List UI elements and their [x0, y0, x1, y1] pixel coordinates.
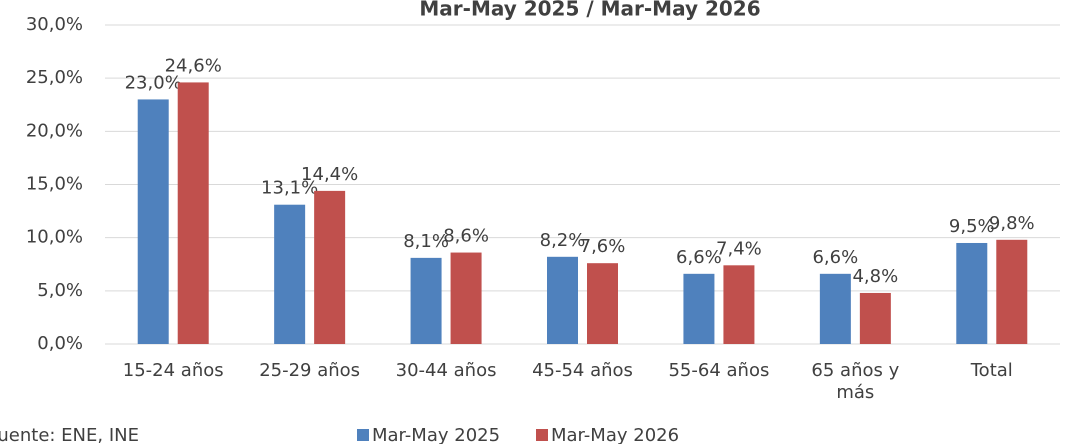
y-tick-label: 30,0%: [26, 14, 83, 35]
data-label: 9,5%: [949, 216, 995, 237]
bar: [137, 99, 169, 344]
data-label: 13,1%: [261, 178, 318, 199]
data-label: 23,0%: [125, 72, 182, 93]
source: Fuente: ENE, INE: [0, 425, 139, 444]
data-label: 14,4%: [301, 164, 358, 185]
data-label: 24,6%: [165, 55, 222, 76]
bar: [274, 204, 306, 344]
bar: [410, 257, 442, 344]
data-label: 6,6%: [812, 247, 858, 268]
bar: [547, 256, 578, 344]
data-label: 4,8%: [852, 266, 898, 287]
x-tick-label: 25-29 años: [259, 360, 361, 381]
data-label: 9,8%: [989, 213, 1035, 234]
chart-title: Mar-May 2025 / Mar-May 2026: [419, 0, 760, 21]
data-label: 6,6%: [676, 247, 722, 268]
bar: [177, 82, 209, 345]
y-tick-label: 10,0%: [26, 227, 83, 248]
x-tick-label: Total: [970, 360, 1013, 381]
y-tick-label: 15,0%: [26, 174, 83, 195]
x-tick-label: 65 años y más: [811, 360, 900, 403]
bar: [683, 273, 715, 344]
bar: [587, 263, 618, 344]
data-label: 7,4%: [716, 238, 762, 259]
x-tick-label: 45-54 años: [532, 360, 633, 381]
bar: [723, 265, 755, 344]
legend-label: Mar-May 2026: [551, 425, 679, 444]
data-label: 8,1%: [403, 231, 449, 252]
legend-swatch: [536, 429, 548, 441]
y-tick-label: 20,0%: [26, 120, 83, 141]
data-label: 7,6%: [580, 236, 626, 257]
legend-swatch: [357, 429, 369, 441]
y-tick-label: 0,0%: [37, 333, 83, 354]
x-tick-label: 15-24 años: [122, 360, 224, 381]
bar: [859, 292, 891, 344]
bar: [819, 273, 851, 344]
legend-label: Mar-May 2025: [372, 425, 500, 444]
bar: [314, 190, 346, 344]
data-label: 8,2%: [540, 230, 586, 251]
x-tick-label: 30-44 años: [395, 360, 497, 381]
y-tick-label: 5,0%: [37, 280, 83, 301]
bar: [450, 252, 482, 344]
x-tick-label: 55-64 años: [668, 360, 770, 381]
bar: [956, 242, 988, 344]
bar: [996, 239, 1028, 344]
y-tick-label: 25,0%: [26, 67, 83, 88]
data-label: 8,6%: [443, 226, 489, 247]
